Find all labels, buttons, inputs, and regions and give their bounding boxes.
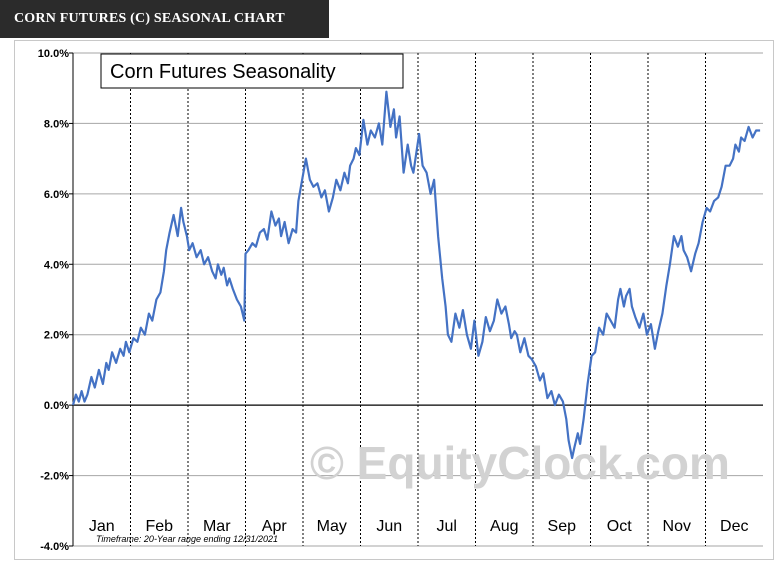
month-label-apr: Apr [262, 518, 288, 535]
seasonality-chart: -4.0% -2.0% 0.0% 2.0% 4.0% 6.0% 8.0% 10.0% © Eq… [38, 48, 763, 553]
seasonality-line-0 [71, 90, 761, 460]
month-label-jun: Jun [376, 518, 402, 535]
y-tick-label: -4.0% [40, 541, 69, 553]
month-label-jan: Jan [89, 518, 115, 535]
month-label-aug: Aug [490, 518, 518, 535]
gridlines [69, 52, 763, 547]
y-tick-label: 2.0% [44, 330, 69, 342]
month-labels: Jan Feb Mar Apr May Jun Jul Aug Sep Oct Nov Dec [89, 518, 749, 535]
timeframe-footnote: Timeframe: 20-Year range ending 12/31/20… [96, 534, 278, 544]
month-label-jul: Jul [437, 518, 457, 535]
y-tick-label: 4.0% [44, 259, 69, 271]
month-label-nov: Nov [663, 518, 691, 535]
y-axis-labels: -4.0% -2.0% 0.0% 2.0% 4.0% 6.0% 8.0% 10.0% [38, 48, 69, 553]
chart-title: Corn Futures Seasonality [110, 61, 336, 83]
y-tick-label: 0.0% [44, 400, 69, 412]
chart-header-title: CORN FUTURES (C) SEASONAL CHART [0, 0, 329, 38]
y-tick-label: 6.0% [44, 189, 69, 201]
title-box-border [100, 53, 404, 89]
month-label-feb: Feb [145, 518, 173, 535]
month-label-dec: Dec [720, 518, 748, 535]
month-label-may: May [317, 518, 347, 535]
month-label-mar: Mar [203, 518, 231, 535]
y-tick-label: 10.0% [38, 48, 69, 60]
month-label-sep: Sep [548, 518, 577, 535]
y-tick-label: 8.0% [44, 118, 69, 130]
y-tick-label: -2.0% [40, 471, 69, 483]
month-label-oct: Oct [607, 518, 632, 535]
chart-title-box: Corn Futures Seasonality [100, 53, 404, 89]
series-layer [71, 90, 761, 460]
watermark: © EquityClock.com [310, 437, 730, 489]
chart-frame: -4.0% -2.0% 0.0% 2.0% 4.0% 6.0% 8.0% 10.0% © Eq… [14, 40, 774, 560]
